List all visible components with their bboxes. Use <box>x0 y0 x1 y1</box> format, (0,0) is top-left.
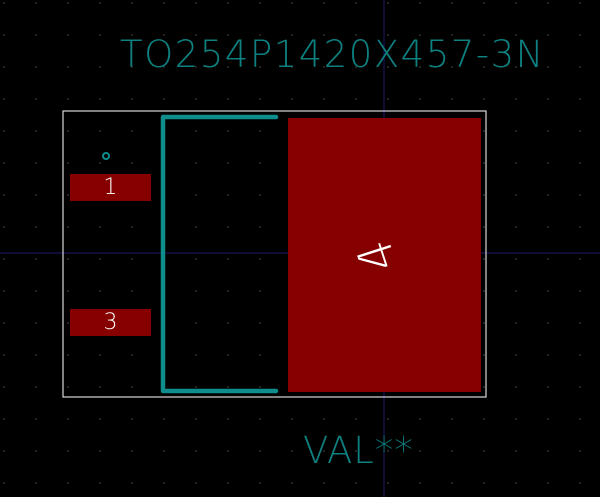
silkscreen-body-outline <box>160 114 279 394</box>
pad-1-number: 1 <box>103 175 118 200</box>
pad-4-number: 4 <box>346 233 409 279</box>
pad-3[interactable]: 3 <box>70 309 151 336</box>
pin1-marker <box>102 152 110 160</box>
pad-1[interactable]: 1 <box>70 174 151 201</box>
courtyard-outline <box>62 110 487 398</box>
footprint-value-label[interactable]: VAL** <box>303 429 414 472</box>
pad-4-thermal-tab[interactable] <box>288 118 481 392</box>
pad-3-number: 3 <box>103 310 118 335</box>
pad-4-number-text: 4 <box>346 233 409 279</box>
footprint-reference-label[interactable]: TO254P1420X457-3N <box>120 33 545 76</box>
